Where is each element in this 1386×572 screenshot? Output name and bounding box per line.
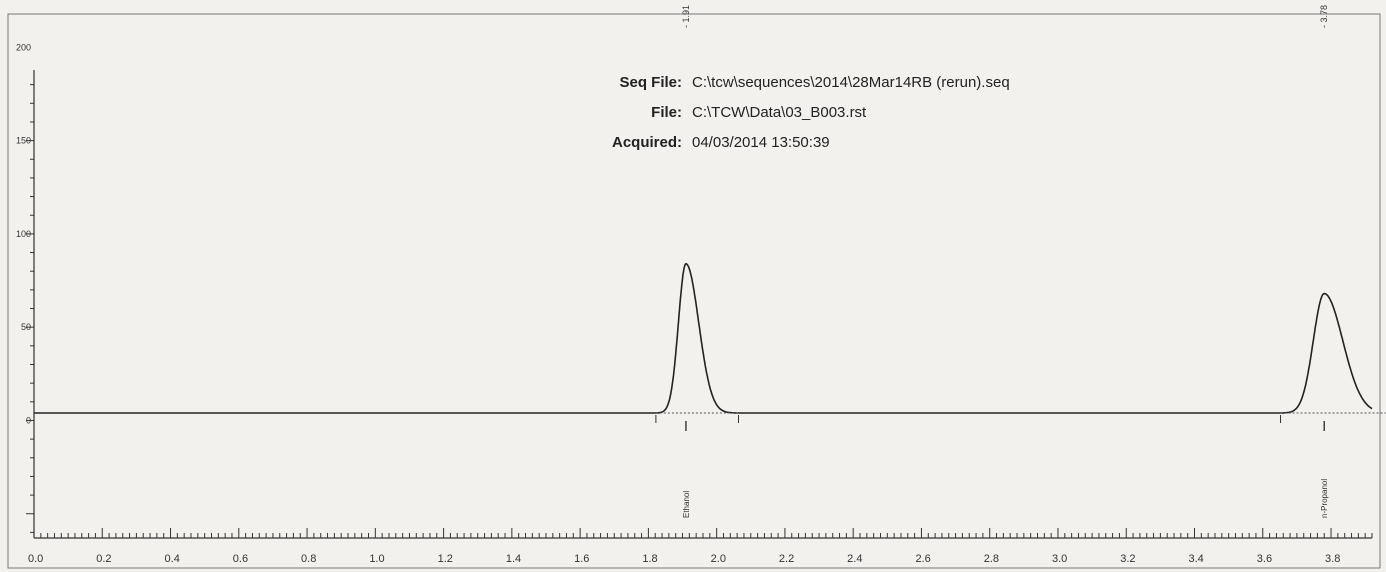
x-tick-label: 0.2 <box>96 553 111 565</box>
x-tick-label: 3.8 <box>1325 553 1340 565</box>
seq-file-label: Seq File: <box>619 74 682 91</box>
retention-time-label-ethanol: - 1.91 <box>681 5 691 28</box>
x-tick-label: 2.6 <box>915 553 930 565</box>
y-tick-label: 50 <box>21 322 31 332</box>
x-tick-label: 1.0 <box>369 553 384 565</box>
compound-label-ethanol: Ethanol <box>682 491 691 518</box>
file-value: C:\TCW\Data\03_B003.rst <box>692 104 867 121</box>
x-tick-label: 2.0 <box>711 553 726 565</box>
acquired-value: 04/03/2014 13:50:39 <box>692 134 830 151</box>
acquired-label: Acquired: <box>611 134 682 151</box>
y-tick-label: 100 <box>16 229 31 239</box>
x-tick-label: 2.4 <box>847 553 862 565</box>
seq-file-value: C:\tcw\sequences\2014\28Mar14RB (rerun).… <box>692 74 1010 91</box>
x-tick-label: 2.2 <box>779 553 794 565</box>
x-tick-label: 1.6 <box>574 553 589 565</box>
run-info: Seq File: C:\tcw\sequences\2014\28Mar14RB… <box>560 68 1010 158</box>
x-tick-label: 0.0 <box>28 553 43 565</box>
y-tick-label: 200 <box>16 42 31 52</box>
x-tick-label: 3.2 <box>1120 553 1135 565</box>
x-tick-label: 3.6 <box>1257 553 1272 565</box>
x-tick-label: 0.6 <box>233 553 248 565</box>
file-row: File: C:\TCW\Data\03_B003.rst <box>560 98 1010 128</box>
x-tick-label: 2.8 <box>984 553 999 565</box>
signal-trace <box>34 263 1373 414</box>
acquired-row: Acquired: 04/03/2014 13:50:39 <box>560 128 1010 158</box>
x-tick-label: 0.4 <box>165 553 180 565</box>
y-tick-label: 150 <box>16 136 31 146</box>
compound-label-n-propanol: n-Propanol <box>1320 479 1329 518</box>
x-tick-label: 3.4 <box>1189 553 1204 565</box>
x-tick-label: 0.8 <box>301 553 316 565</box>
x-tick-label: 1.2 <box>438 553 453 565</box>
plot-frame <box>7 13 1381 569</box>
retention-time-label-n-propanol: - 3.78 <box>1319 5 1329 28</box>
x-tick-label: 1.8 <box>642 553 657 565</box>
x-tick-label: 1.4 <box>506 553 521 565</box>
y-tick-label: 0 <box>26 415 31 425</box>
file-label: File: <box>651 104 682 121</box>
x-tick-label: 3.0 <box>1052 553 1067 565</box>
seq-file-row: Seq File: C:\tcw\sequences\2014\28Mar14RB… <box>560 68 1010 98</box>
